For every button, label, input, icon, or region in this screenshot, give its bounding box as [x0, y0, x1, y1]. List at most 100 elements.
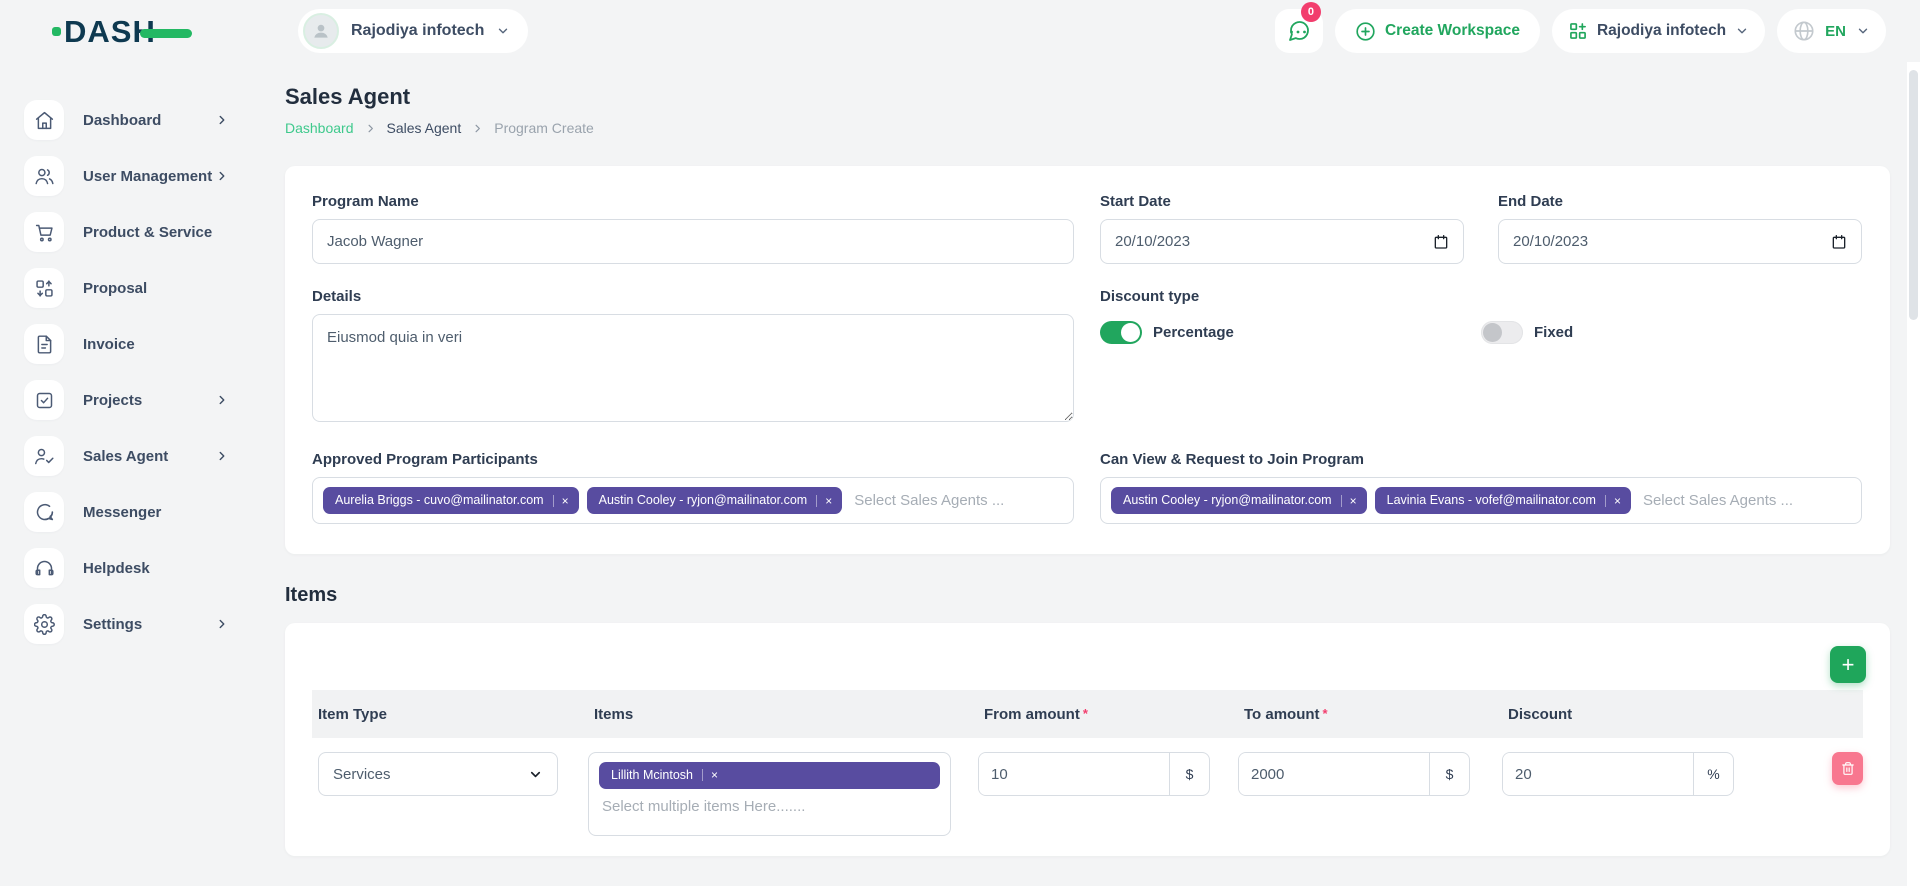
home-icon [24, 100, 64, 140]
remove-tag-icon[interactable]: × [552, 494, 569, 507]
breadcrumb-sales-agent[interactable]: Sales Agent [386, 120, 462, 136]
items-placeholder: Select multiple items Here....... [602, 797, 806, 815]
add-item-row-button[interactable]: + [1830, 646, 1866, 683]
approved-participants-group: Approved Program Participants Aurelia Br… [312, 451, 1074, 524]
sidebar: Dashboard User Management Product & Serv… [0, 62, 265, 886]
sidebar-item-settings[interactable]: Settings [24, 604, 265, 644]
can-view-label: Can View & Request to Join Program [1100, 451, 1364, 468]
plus-circle-icon [1356, 21, 1375, 41]
item-row: Services Lillith Mcintosh × Select multi… [312, 752, 1863, 836]
grid-plus-icon [1570, 23, 1586, 39]
sidebar-item-projects[interactable]: Projects [24, 380, 265, 420]
required-asterisk: * [1322, 705, 1328, 721]
chevron-right-icon [215, 169, 229, 183]
end-date-value: 20/10/2023 [1513, 233, 1589, 250]
page-scrollbar[interactable] [1907, 62, 1920, 886]
tag-label: Austin Cooley - ryjon@mailinator.com [598, 493, 808, 508]
sidebar-item-user-management[interactable]: User Management [24, 156, 265, 196]
start-date-input[interactable]: 20/10/2023 [1100, 219, 1464, 264]
sidebar-item-product-service[interactable]: Product & Service [24, 212, 265, 252]
topbar: DASH Rajodiya infotech 0 Create Workspac… [0, 0, 1920, 62]
currency-suffix: $ [1169, 753, 1209, 795]
sidebar-label: Projects [83, 391, 143, 409]
logo-dash-accent [139, 28, 192, 38]
sidebar-label: Messenger [83, 503, 162, 521]
breadcrumb: Dashboard Sales Agent Program Create [285, 120, 1890, 136]
company-selector[interactable]: Rajodiya infotech [1551, 9, 1766, 53]
tag-label: Austin Cooley - ryjon@mailinator.com [1123, 493, 1332, 508]
percentage-toggle[interactable] [1100, 321, 1142, 344]
remove-tag-icon[interactable]: × [816, 494, 832, 507]
remove-tag-icon[interactable]: × [1340, 494, 1357, 507]
approved-participants-select[interactable]: Aurelia Briggs - cuvo@mailinator.com × A… [312, 477, 1074, 524]
item-type-select[interactable]: Services [318, 752, 558, 796]
breadcrumb-current: Program Create [494, 120, 594, 136]
to-amount-input[interactable] [1239, 753, 1429, 795]
col-to-amount: To amount * [1244, 705, 1328, 723]
fixed-toggle-group[interactable]: Fixed [1481, 321, 1862, 344]
delete-row-button[interactable] [1832, 752, 1863, 785]
item-type-value: Services [333, 765, 391, 783]
program-form-card: Program Name Start Date 20/10/2023 [285, 166, 1890, 554]
details-textarea[interactable]: Eiusmod quia in veri [312, 314, 1074, 422]
fixed-label: Fixed [1534, 324, 1574, 341]
logo-text: DASH [64, 13, 156, 49]
can-view-select[interactable]: Austin Cooley - ryjon@mailinator.com × L… [1100, 477, 1862, 524]
from-amount-cell: $ [978, 752, 1238, 796]
calendar-icon[interactable] [1433, 234, 1449, 250]
chevron-right-icon [215, 393, 229, 407]
items-section-title: Items [285, 584, 338, 606]
details-label: Details [312, 288, 362, 305]
tag-label: Lillith Mcintosh [611, 768, 693, 782]
create-workspace-label: Create Workspace [1384, 22, 1520, 39]
messages-button[interactable]: 0 [1274, 2, 1323, 53]
details-field-group: Details Eiusmod quia in veri [312, 288, 1074, 427]
breadcrumb-dashboard-link[interactable]: Dashboard [285, 120, 354, 136]
sidebar-label: Helpdesk [83, 559, 150, 577]
tag-label: Aurelia Briggs - cuvo@mailinator.com [335, 493, 544, 508]
scrollbar-thumb[interactable] [1909, 70, 1918, 320]
sidebar-item-dashboard[interactable]: Dashboard [24, 100, 265, 140]
language-selector[interactable]: EN [1777, 9, 1886, 53]
sidebar-label: User Management [83, 167, 213, 185]
globe-icon [1794, 21, 1814, 41]
fixed-toggle[interactable] [1481, 321, 1523, 344]
remove-tag-icon[interactable]: × [701, 769, 718, 782]
from-amount-group: $ [978, 752, 1210, 796]
user-check-icon [24, 436, 64, 476]
sidebar-item-messenger[interactable]: Messenger [24, 492, 265, 532]
discount-input[interactable] [1503, 753, 1693, 795]
from-amount-input[interactable] [979, 753, 1169, 795]
percentage-toggle-group[interactable]: Percentage [1100, 321, 1481, 344]
workspace-selector[interactable]: Rajodiya infotech [298, 9, 529, 53]
to-amount-group: $ [1238, 752, 1470, 796]
headset-icon [24, 548, 64, 588]
required-asterisk: * [1082, 705, 1088, 721]
chat-dots-icon [1290, 30, 1306, 34]
chevron-right-icon [215, 449, 229, 463]
program-name-input[interactable] [312, 219, 1074, 264]
sidebar-item-proposal[interactable]: Proposal [24, 268, 265, 308]
select-agents-placeholder: Select Sales Agents ... [854, 492, 1005, 509]
sidebar-label: Invoice [83, 335, 135, 353]
percent-suffix: % [1693, 753, 1733, 795]
sidebar-label: Product & Service [83, 223, 213, 241]
item-tag: Lillith Mcintosh × [599, 762, 940, 789]
items-multiselect[interactable]: Lillith Mcintosh × Select multiple items… [588, 752, 951, 836]
sidebar-label: Dashboard [83, 111, 162, 129]
start-date-field-group: Start Date 20/10/2023 [1100, 193, 1464, 264]
remove-tag-icon[interactable]: × [1604, 494, 1621, 507]
create-workspace-button[interactable]: Create Workspace [1334, 9, 1540, 53]
sidebar-item-invoice[interactable]: Invoice [24, 324, 265, 364]
program-name-label: Program Name [312, 193, 419, 210]
sidebar-item-helpdesk[interactable]: Helpdesk [24, 548, 265, 588]
sidebar-label: Proposal [83, 279, 148, 297]
sidebar-item-sales-agent[interactable]: Sales Agent [24, 436, 265, 476]
select-agents-placeholder: Select Sales Agents ... [1642, 492, 1794, 509]
end-date-input[interactable]: 20/10/2023 [1498, 219, 1862, 264]
calendar-icon[interactable] [1831, 234, 1847, 250]
workspace-avatar [303, 13, 339, 49]
col-discount: Discount [1508, 705, 1573, 723]
dash-logo: DASH [52, 13, 214, 49]
